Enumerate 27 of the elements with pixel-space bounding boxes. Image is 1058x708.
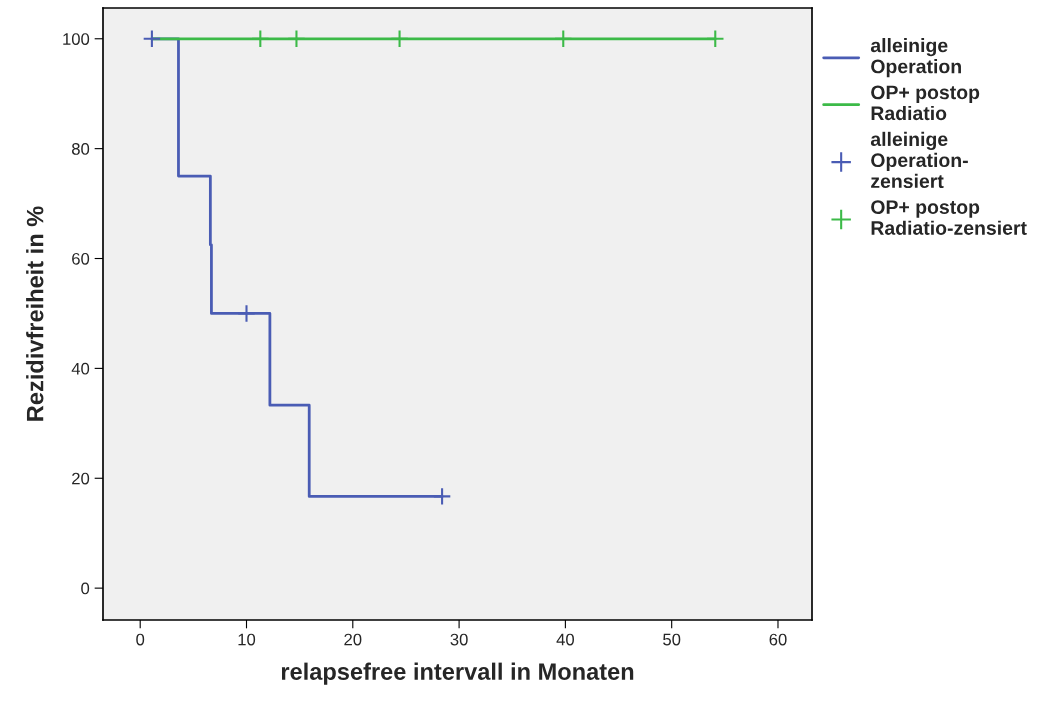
y-tick-label: 20 xyxy=(72,472,90,485)
x-tick-label: 60 xyxy=(769,633,787,646)
x-tick-label: 0 xyxy=(136,633,145,646)
point xyxy=(706,29,725,49)
x-axis-title: relapsefree intervall in Monaten xyxy=(281,662,634,685)
point xyxy=(251,29,270,49)
x-tick-label: 40 xyxy=(556,633,575,646)
y-tick-label: 100 xyxy=(63,33,90,45)
point xyxy=(142,29,162,49)
y-tick-label: 80 xyxy=(71,143,90,155)
legend-label: OP+ postop Radiatio-zensiert xyxy=(871,200,1027,235)
point xyxy=(287,29,306,49)
point xyxy=(554,29,573,49)
y-tick-label: 0 xyxy=(81,582,90,595)
x-tick-label: 50 xyxy=(663,633,681,646)
legend-label: alleinige Operation xyxy=(870,38,961,78)
legend-label: OP+ postop Radiatio xyxy=(871,85,980,121)
legend-label: alleinige Operation- zensiert xyxy=(870,131,968,189)
point xyxy=(390,29,409,49)
x-tick-label: 30 xyxy=(450,633,468,646)
y-tick-label: 40 xyxy=(71,362,90,375)
x-tick-label: 20 xyxy=(344,633,362,646)
point xyxy=(432,487,452,506)
y-axis-title: Rezidivfreiheit in % xyxy=(26,206,44,421)
x-tick-label: 10 xyxy=(238,633,256,646)
point xyxy=(237,304,256,323)
y-tick-label: 60 xyxy=(72,252,90,265)
